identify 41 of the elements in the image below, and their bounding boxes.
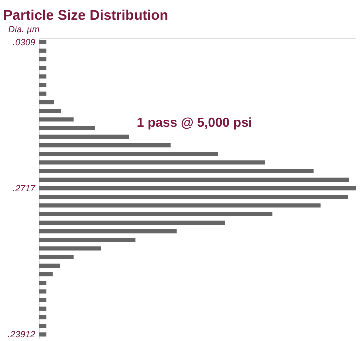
bar: [39, 109, 62, 114]
chart-title: Particle Size Distribution: [3, 7, 168, 23]
bar: [39, 298, 47, 302]
bar: [39, 178, 350, 182]
bar: [39, 229, 177, 234]
annotation: 1 pass @ 5,000 psi: [137, 115, 252, 130]
y-tick-label: .0309: [12, 37, 36, 48]
bar: [39, 212, 273, 216]
bar: [39, 143, 171, 148]
bar: [39, 57, 47, 62]
bar: [39, 169, 314, 174]
bar: [39, 48, 47, 53]
bar: [39, 220, 226, 225]
bar: [39, 272, 53, 277]
bar: [39, 238, 136, 242]
bar: [39, 315, 47, 320]
bar: [39, 66, 47, 70]
bar: [39, 92, 47, 96]
bar: [39, 118, 74, 122]
bar: [39, 40, 47, 44]
bar: [39, 264, 60, 268]
bar: [39, 100, 54, 105]
bar: [39, 186, 356, 191]
bar: [39, 195, 348, 200]
bar: [39, 281, 47, 286]
bar: [39, 246, 102, 251]
bar: [39, 126, 96, 130]
bar: [39, 74, 47, 79]
bar: [39, 306, 47, 311]
bar: [39, 83, 47, 88]
bar: [39, 324, 47, 328]
y-tick-label: .2717: [12, 184, 36, 194]
y-axis-title: Dia. µm: [8, 24, 40, 34]
y-tick-label: .23912: [8, 330, 36, 340]
bar: [39, 160, 266, 165]
bar: [39, 332, 47, 337]
bar: [39, 152, 218, 156]
bar: [39, 204, 321, 208]
bar: [39, 134, 130, 139]
bar: [39, 290, 47, 294]
bar: [39, 255, 74, 260]
